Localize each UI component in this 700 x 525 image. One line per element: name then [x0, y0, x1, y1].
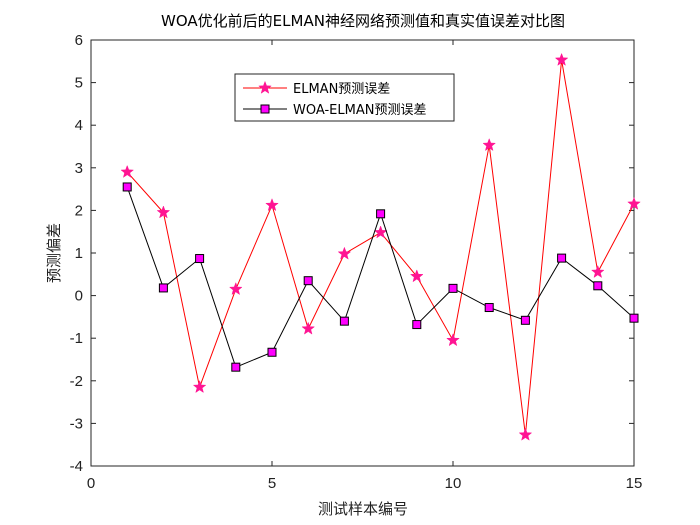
data-point: [195, 254, 205, 264]
legend-entry-label: WOA-ELMAN预测误差: [293, 103, 426, 118]
y-tick-label: -3: [70, 415, 83, 432]
data-point: [228, 281, 243, 296]
x-tick-label: 0: [87, 475, 95, 492]
data-point: [409, 269, 424, 283]
data-point: [518, 427, 533, 441]
data-point: [265, 198, 279, 212]
plot-area: 0 5 10 15 -4 -3 -2 -1 0 1 2 3 4 5 6: [70, 32, 643, 492]
data-point: [446, 333, 460, 347]
data-point: [590, 264, 605, 279]
x-axis-label: 测试样本编号: [318, 500, 408, 518]
y-tick-label: 3: [75, 160, 83, 177]
y-tick-label: -2: [70, 373, 83, 390]
x-tick-label: 10: [445, 475, 462, 492]
legend-box: [234, 73, 455, 122]
data-point: [339, 316, 349, 326]
data-point: [156, 205, 171, 219]
data-point: [192, 379, 207, 394]
data-point: [376, 209, 386, 219]
data-point: [412, 320, 422, 330]
y-tick-label: -4: [70, 458, 83, 475]
data-point: [373, 225, 388, 239]
y-tick-label: 5: [75, 75, 83, 92]
x-tick-label: 5: [268, 475, 276, 492]
data-point: [267, 347, 277, 357]
data-point: [122, 182, 132, 192]
chart-title: WOA优化前后的ELMAN神经网络预测值和真实值误差对比图: [161, 12, 565, 30]
data-point: [554, 52, 569, 66]
legend-marker: [260, 104, 270, 114]
y-tick-label: 1: [75, 245, 83, 262]
data-point: [303, 276, 313, 286]
data-point: [557, 253, 567, 263]
data-point: [301, 321, 316, 335]
y-tick-label: 4: [75, 117, 83, 134]
data-point: [448, 283, 458, 293]
y-axis-label: 预测偏差: [45, 223, 63, 283]
data-point: [158, 283, 168, 293]
y-tick-label: -1: [70, 330, 83, 347]
data-point: [484, 303, 494, 313]
y-tick-label: 6: [75, 32, 83, 49]
data-point: [520, 315, 530, 325]
data-point: [120, 164, 135, 178]
series-2: [122, 182, 639, 372]
y-tick-label: 0: [75, 288, 83, 305]
series-1: [120, 52, 641, 441]
data-point: [231, 362, 241, 372]
data-point: [593, 281, 603, 291]
data-point: [627, 196, 641, 210]
x-tick-label: 15: [626, 475, 643, 492]
legend-marker: [258, 80, 272, 94]
legend: ELMAN预测误差 WOA-ELMAN预测误差: [234, 73, 455, 122]
data-point: [482, 138, 497, 152]
data-point: [629, 313, 639, 323]
y-tick-label: 2: [75, 202, 83, 219]
legend-entry-label: ELMAN预测误差: [293, 82, 390, 97]
data-point: [337, 246, 352, 260]
